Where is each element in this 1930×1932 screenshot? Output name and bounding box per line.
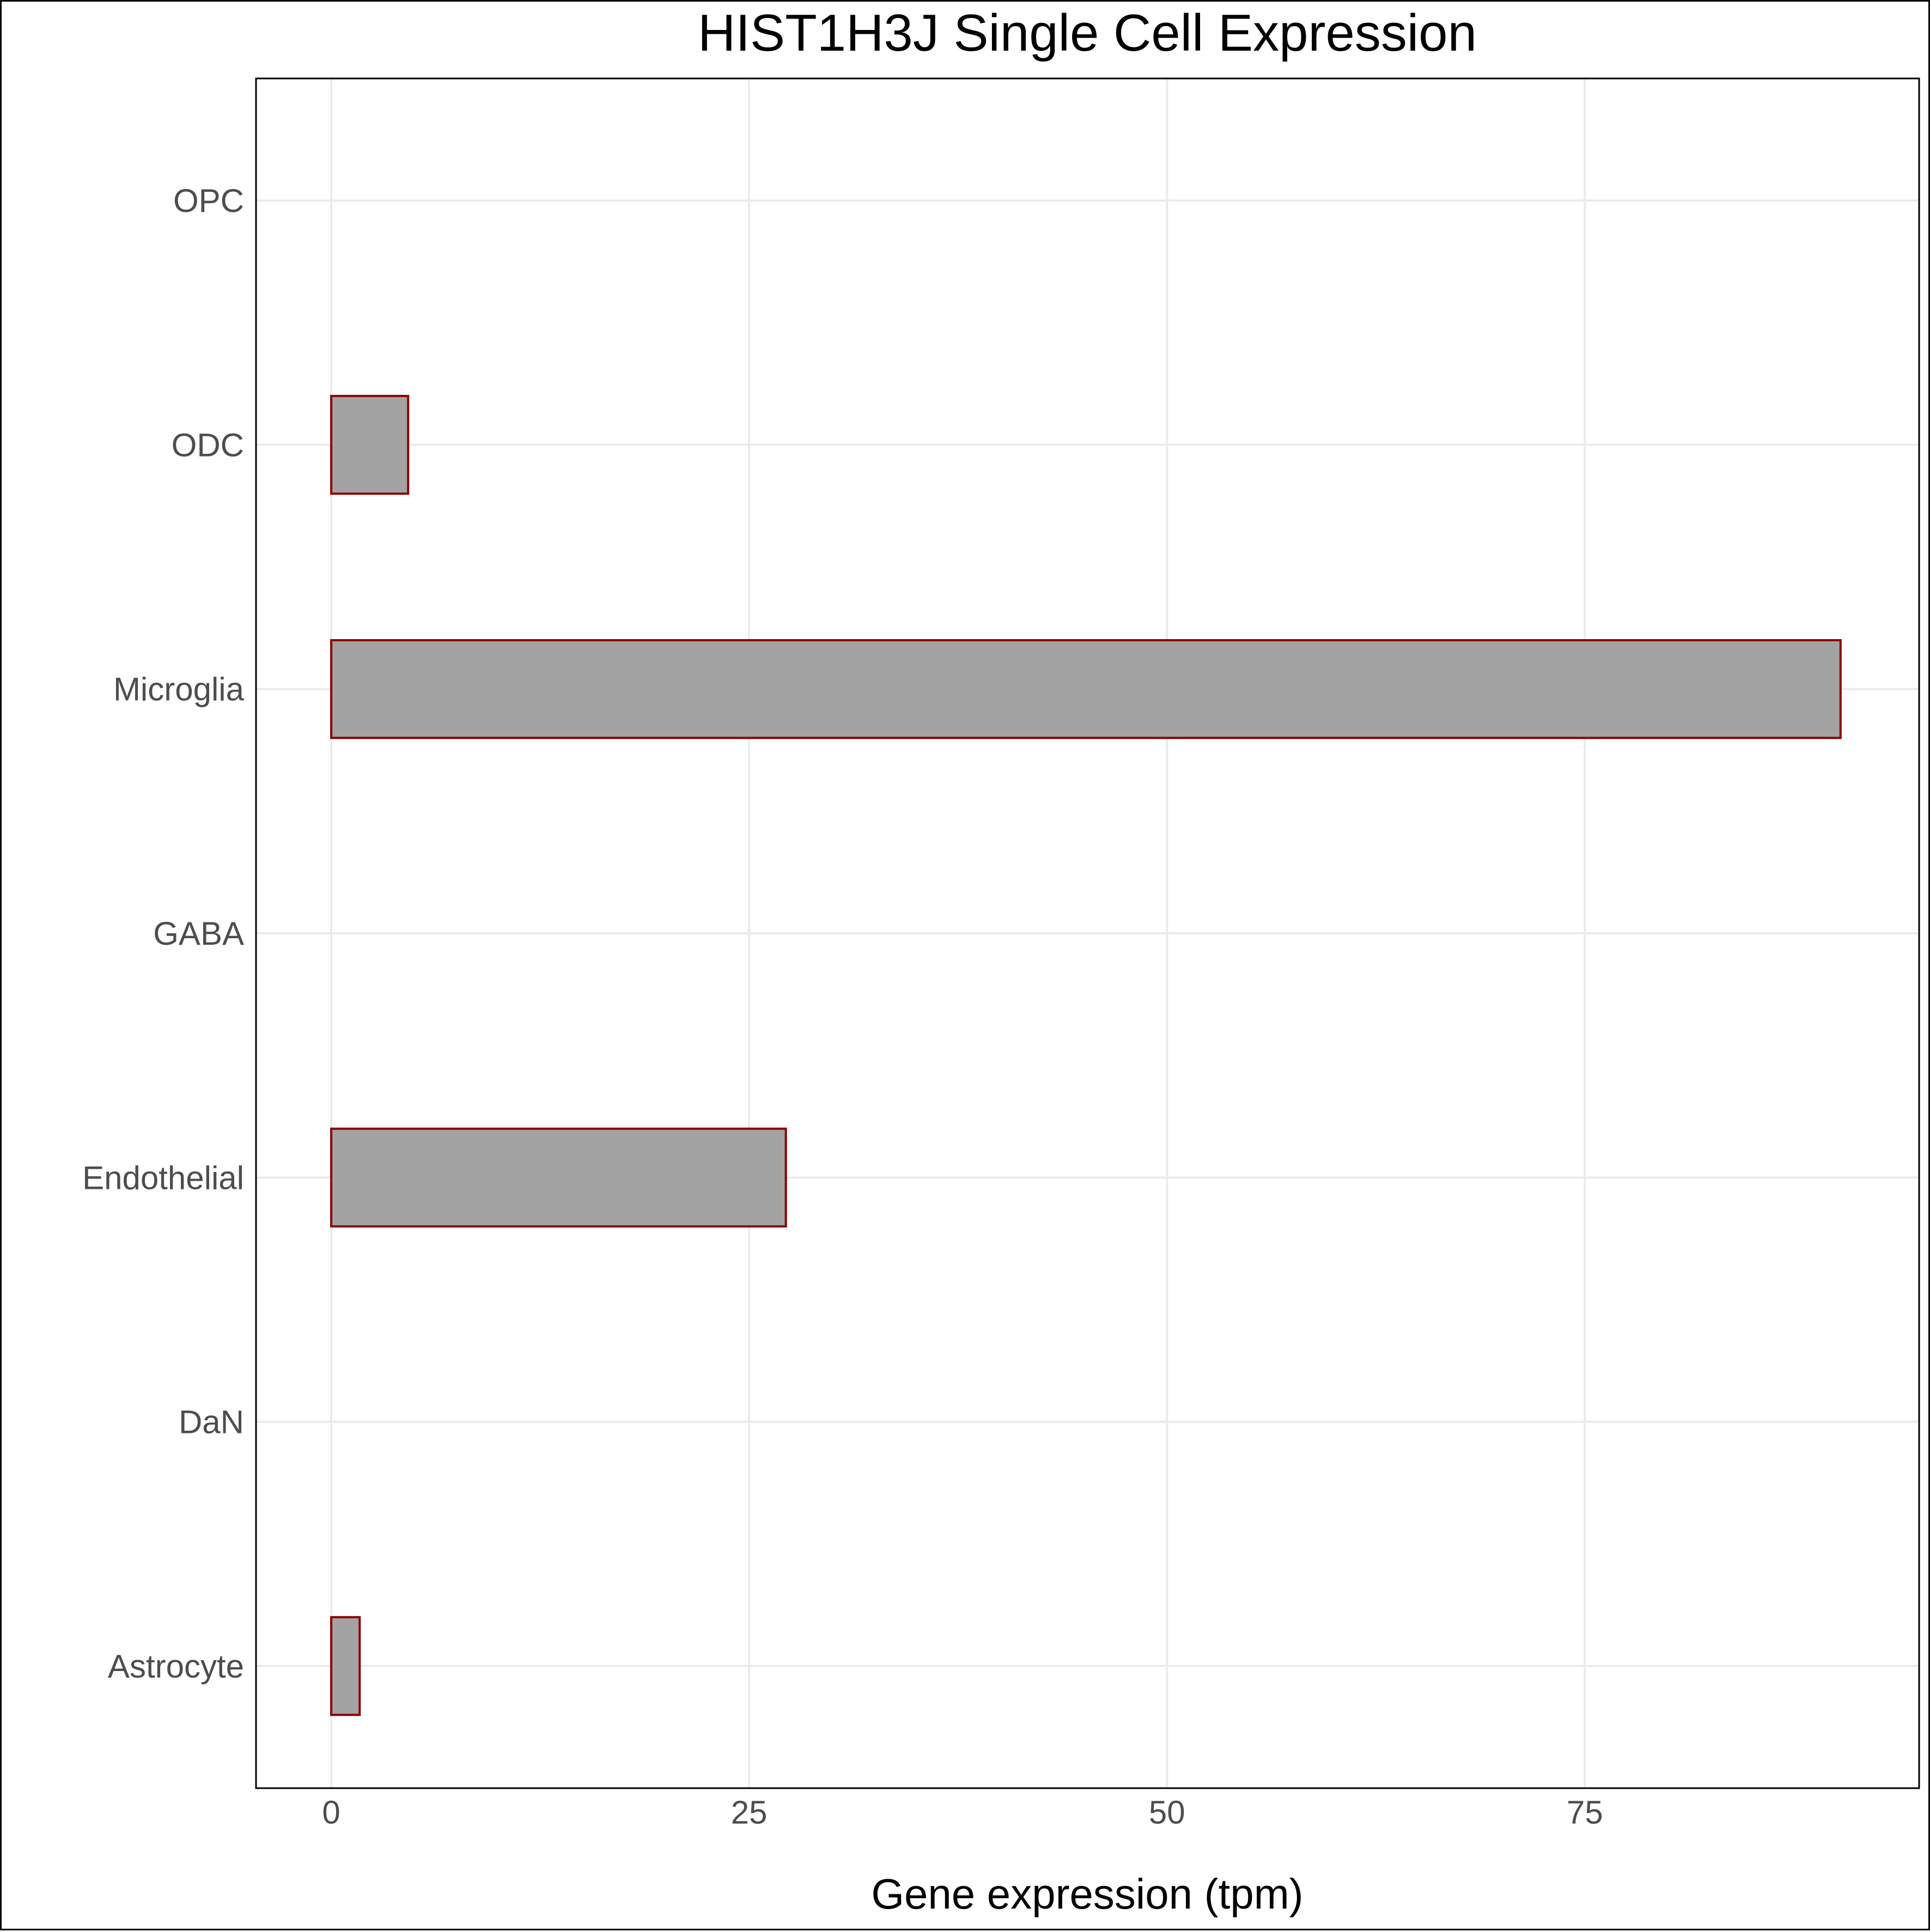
- bar-odc: [330, 394, 410, 495]
- x-tick-label: 50: [1149, 1794, 1185, 1831]
- grid-lines: [256, 78, 1919, 1788]
- x-tick-label: 75: [1567, 1794, 1603, 1831]
- y-tick-label: Endothelial: [82, 1159, 244, 1196]
- y-tick-label: Microglia: [113, 671, 245, 708]
- x-axis-tick-labels: 0 25 50 75: [322, 1794, 1603, 1831]
- x-tick-label: 0: [322, 1794, 340, 1831]
- y-tick-label: GABA: [153, 915, 244, 952]
- y-tick-label: DaN: [179, 1404, 244, 1441]
- y-tick-label: OPC: [173, 183, 244, 219]
- y-tick-label: Astrocyte: [108, 1648, 244, 1685]
- y-axis-tick-labels: Astrocyte DaN Endothelial GABA Microglia ODC O…: [82, 183, 245, 1685]
- x-axis-title: Gene expression (tpm): [871, 1870, 1303, 1918]
- x-tick-label: 25: [731, 1794, 768, 1831]
- bars: [330, 394, 1842, 1716]
- y-tick-label: ODC: [172, 427, 244, 463]
- chart-title: HIST1H3J Single Cell Expression: [698, 4, 1477, 62]
- plot-panel-border: [255, 77, 1920, 1789]
- bar-endothelial: [330, 1127, 787, 1228]
- bar-microglia: [330, 639, 1842, 739]
- bar-astrocyte: [330, 1616, 361, 1716]
